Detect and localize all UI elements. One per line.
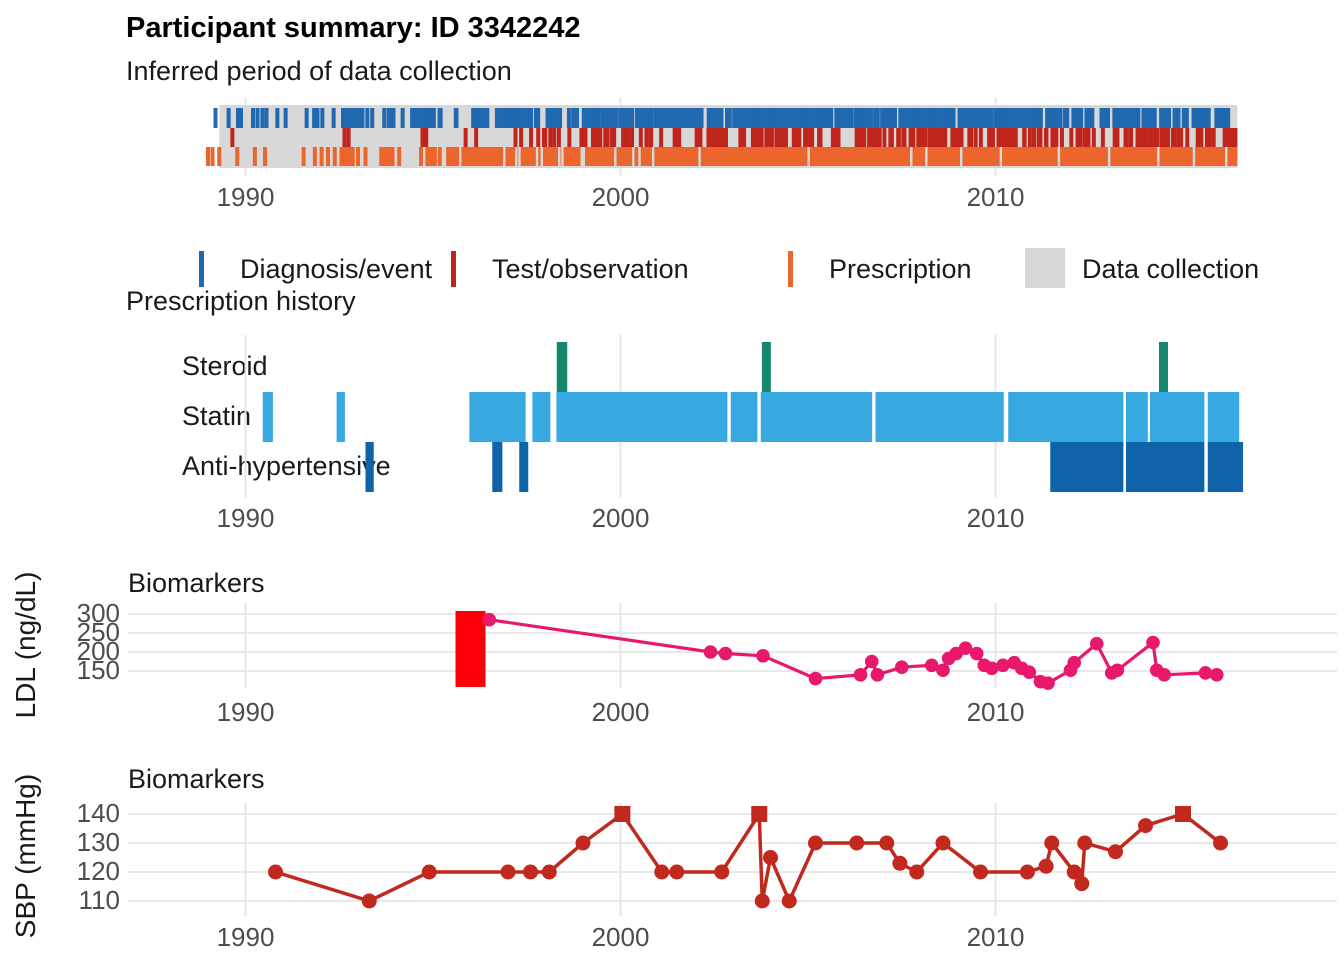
y-tick-label: 250 (76, 617, 120, 647)
prescription-row-label: Statin (182, 401, 252, 431)
x-tick-label: 1990 (216, 697, 275, 727)
legend-label: Prescription (829, 254, 972, 284)
x-tick-label: 2000 (591, 922, 650, 952)
ldl-line (489, 618, 1218, 685)
x-tick-label: 2000 (591, 503, 650, 533)
prescription-row-label: Steroid (182, 351, 268, 381)
data-collection-band (219, 105, 1238, 168)
legend-label: Data collection (1082, 254, 1260, 284)
x-tick-label: 1990 (216, 182, 275, 212)
x-tick-label: 2000 (591, 697, 650, 727)
y-tick-label: 130 (76, 827, 120, 857)
prescription-history-heading: Prescription history (126, 286, 356, 316)
ldl-highlight-rect (455, 610, 486, 687)
x-tick-label: 2010 (966, 182, 1025, 212)
anti-hypertensive-bars (365, 442, 1243, 492)
ldl-chart-title: Biomarkers (128, 568, 265, 598)
steroid-bars (556, 342, 1168, 392)
x-tick-label: 2000 (591, 182, 650, 212)
ldl-panel (128, 603, 1337, 690)
sbp-points (268, 806, 1228, 909)
x-tick-label: 2010 (966, 697, 1025, 727)
ldl-points (482, 612, 1224, 690)
legend-label: Diagnosis/event (240, 254, 433, 284)
legend-swatch-2 (451, 251, 456, 287)
y-tick-label: 120 (76, 856, 120, 886)
y-tick-label: 140 (76, 798, 120, 828)
y-tick-label: 200 (76, 636, 120, 666)
sbp-panel (128, 803, 1337, 916)
legend-swatch-4 (1025, 248, 1065, 288)
legend-label: Test/observation (492, 254, 689, 284)
x-tick-label: 2010 (966, 503, 1025, 533)
x-tick-label: 2010 (966, 922, 1025, 952)
y-tick-label: 110 (78, 885, 120, 915)
timeline-panel (206, 98, 1238, 176)
statin-bars (262, 392, 1240, 442)
timeline-chart-title: Inferred period of data collection (126, 56, 512, 86)
x-tick-label: 1990 (216, 503, 275, 533)
prescription-row-label: Anti-hypertensive (182, 451, 391, 481)
legend-swatch-3 (788, 251, 793, 287)
x-tick-label: 1990 (216, 922, 275, 952)
legend-swatch-1 (199, 251, 204, 287)
sbp-line (274, 808, 1222, 906)
ldl-gridlines (128, 603, 1337, 688)
sbp-y-axis-label: SBP (mmHg) (10, 773, 41, 939)
timeline-gridlines (244, 98, 997, 176)
sbp-chart-title: Biomarkers (128, 764, 265, 794)
diagnosis-event-rug (213, 108, 1231, 128)
test-observation-rug (230, 128, 1238, 147)
page-title: Participant summary: ID 3342242 (126, 12, 581, 44)
prescription-panel (244, 335, 1243, 498)
prescription-rug (206, 147, 1238, 166)
sbp-gridlines (128, 803, 1337, 916)
y-tick-label: 300 (76, 598, 120, 628)
ldl-y-axis-label: LDL (ng/dL) (10, 571, 41, 719)
y-tick-label: 150 (76, 655, 120, 685)
